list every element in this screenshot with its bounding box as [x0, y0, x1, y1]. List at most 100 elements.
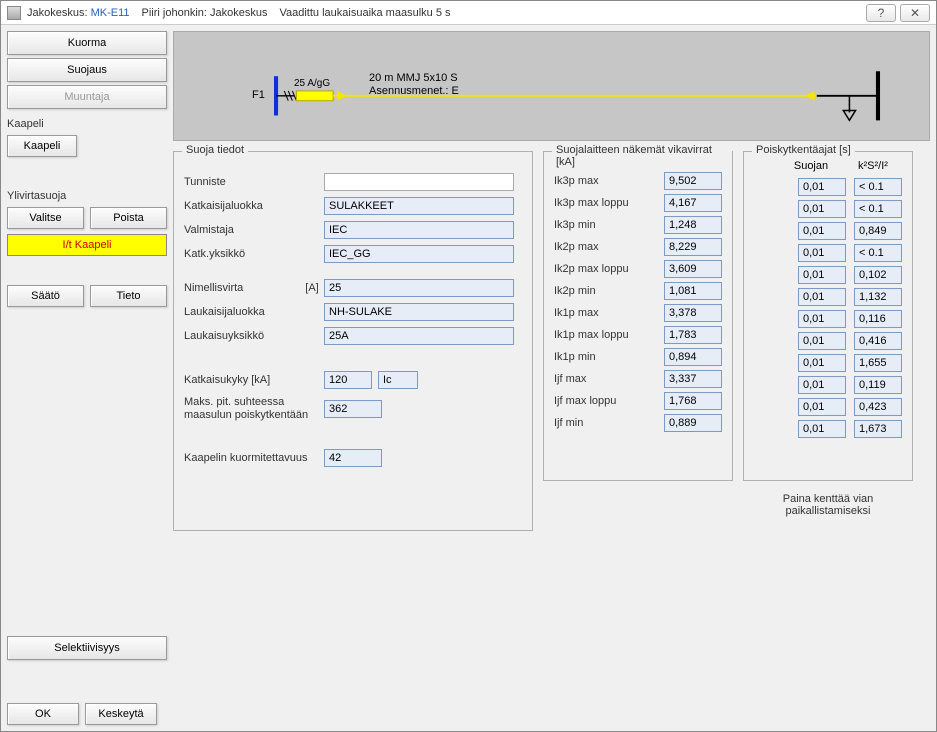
titlebar: Jakokeskus: MK-E11 Piiri johonkin: Jakok… — [1, 1, 936, 25]
time-row-suojan[interactable]: 0,01 — [798, 266, 846, 284]
fault-row: Ik3p max9,502 — [554, 170, 722, 192]
time-row-suojan[interactable]: 0,01 — [798, 354, 846, 372]
fault-row-label: Ik1p min — [554, 351, 664, 363]
trip-times-panel: Poiskytkentäajat [s] Suojan k²S²/I² 0,01… — [743, 151, 913, 481]
time-row-ks[interactable]: < 0.1 — [854, 178, 902, 196]
katkluokka-field[interactable]: SULAKKEET — [324, 197, 514, 215]
valmistaja-field[interactable]: IEC — [324, 221, 514, 239]
kaapeli-button[interactable]: Kaapeli — [7, 135, 77, 157]
time-row-suojan[interactable]: 0,01 — [798, 244, 846, 262]
nimellis-label: Nimellisvirta — [184, 282, 300, 294]
fault-currents-title: Suojalaitteen näkemät vikavirrat [kA] — [552, 144, 732, 168]
time-row: 0,01 0,102 — [754, 264, 902, 286]
tunniste-input[interactable] — [324, 173, 514, 191]
app-icon — [7, 6, 21, 20]
close-button[interactable]: ✕ — [900, 4, 930, 22]
fault-row-value[interactable]: 3,609 — [664, 260, 722, 278]
fault-row-value[interactable]: 1,768 — [664, 392, 722, 410]
time-row: 0,01 < 0.1 — [754, 198, 902, 220]
fault-row-label: Ik2p max — [554, 241, 664, 253]
title-seg-2: Piiri johonkin: Jakokeskus — [142, 7, 268, 19]
fault-row: Ijf max loppu1,768 — [554, 390, 722, 412]
makspit-label: Maks. pit. suhteessa maasulun poiskytken… — [184, 396, 324, 422]
time-row-suojan[interactable]: 0,01 — [798, 376, 846, 394]
time-row: 0,01 0,423 — [754, 396, 902, 418]
time-row-ks[interactable]: < 0.1 — [854, 244, 902, 262]
time-row-ks[interactable]: 0,849 — [854, 222, 902, 240]
fault-row-value[interactable]: 0,889 — [664, 414, 722, 432]
time-row: 0,01 0,416 — [754, 330, 902, 352]
katkkyky-type-field[interactable]: Ic — [378, 371, 418, 389]
help-button[interactable]: ? — [866, 4, 896, 22]
time-row-suojan[interactable]: 0,01 — [798, 332, 846, 350]
fault-row-value[interactable]: 1,248 — [664, 216, 722, 234]
nimellis-field[interactable]: 25 — [324, 279, 514, 297]
fault-row: Ik3p max loppu4,167 — [554, 192, 722, 214]
fault-row-value[interactable]: 1,081 — [664, 282, 722, 300]
fault-row-value[interactable]: 4,167 — [664, 194, 722, 212]
fault-row-label: Ik2p min — [554, 285, 664, 297]
laukyks-field[interactable]: 25A — [324, 327, 514, 345]
tieto-button[interactable]: Tieto — [90, 285, 167, 307]
time-row: 0,01 1,655 — [754, 352, 902, 374]
time-row-ks[interactable]: 0,116 — [854, 310, 902, 328]
time-row-ks[interactable]: 0,119 — [854, 376, 902, 394]
cancel-button[interactable]: Keskeytä — [85, 703, 157, 725]
laukluokka-field[interactable]: NH-SULAKE — [324, 303, 514, 321]
time-row-suojan[interactable]: 0,01 — [798, 200, 846, 218]
time-row-ks[interactable]: 1,655 — [854, 354, 902, 372]
time-row-ks[interactable]: 1,673 — [854, 420, 902, 438]
ok-button[interactable]: OK — [7, 703, 79, 725]
fault-row-value[interactable]: 8,229 — [664, 238, 722, 256]
makspit-field[interactable]: 362 — [324, 400, 382, 418]
time-row-suojan[interactable]: 0,01 — [798, 310, 846, 328]
fault-row-value[interactable]: 0,894 — [664, 348, 722, 366]
time-row-ks[interactable]: < 0.1 — [854, 200, 902, 218]
it-kaapeli-highlight[interactable]: I/t Kaapeli — [7, 234, 167, 256]
title-seg-2-value: Jakokeskus — [210, 7, 267, 19]
fault-row-label: Ijf min — [554, 417, 664, 429]
time-row: 0,01 1,132 — [754, 286, 902, 308]
fault-row-value[interactable]: 3,337 — [664, 370, 722, 388]
fault-row-value[interactable]: 1,783 — [664, 326, 722, 344]
fault-row: Ik1p max3,378 — [554, 302, 722, 324]
fault-row: Ik1p min0,894 — [554, 346, 722, 368]
fault-row-label: Ik1p max loppu — [554, 329, 664, 341]
time-row: 0,01 0,116 — [754, 308, 902, 330]
fault-row-value[interactable]: 9,502 — [664, 172, 722, 190]
suojaus-button[interactable]: Suojaus — [7, 58, 167, 82]
time-row-suojan[interactable]: 0,01 — [798, 222, 846, 240]
fault-row-label: Ijf max loppu — [554, 395, 664, 407]
time-row-suojan[interactable]: 0,01 — [798, 178, 846, 196]
kuorma-button[interactable]: Kuorma — [7, 31, 167, 55]
time-row-suojan[interactable]: 0,01 — [798, 420, 846, 438]
kaapkuorm-field[interactable]: 42 — [324, 449, 382, 467]
katkkyky-field[interactable]: 120 — [324, 371, 372, 389]
valmistaja-label: Valmistaja — [184, 224, 324, 236]
poista-button[interactable]: Poista — [90, 207, 167, 229]
title-seg-3: Vaadittu laukaisuaika maasulku 5 s — [279, 7, 450, 19]
fault-row-value[interactable]: 3,378 — [664, 304, 722, 322]
saato-button[interactable]: Säätö — [7, 285, 84, 307]
time-row-ks[interactable]: 0,423 — [854, 398, 902, 416]
trip-times-title: Poiskytkentäajat [s] — [752, 144, 855, 156]
valitse-button[interactable]: Valitse — [7, 207, 84, 229]
fault-row: Ik1p max loppu1,783 — [554, 324, 722, 346]
time-row: 0,01 0,849 — [754, 220, 902, 242]
time-row: 0,01 0,119 — [754, 374, 902, 396]
diagram-install-label: Asennusmenet.: E — [369, 85, 459, 97]
fault-row-label: Ik3p min — [554, 219, 664, 231]
fault-row: Ijf min0,889 — [554, 412, 722, 434]
fault-row-label: Ijf max — [554, 373, 664, 385]
muuntaja-button[interactable]: Muuntaja — [7, 85, 167, 109]
time-row-suojan[interactable]: 0,01 — [798, 288, 846, 306]
selektiivisyys-button[interactable]: Selektiivisyys — [7, 636, 167, 660]
time-row-ks[interactable]: 0,416 — [854, 332, 902, 350]
katkyks-field[interactable]: IEC_GG — [324, 245, 514, 263]
time-row-ks[interactable]: 1,132 — [854, 288, 902, 306]
fault-row: Ik3p min1,248 — [554, 214, 722, 236]
fault-row-label: Ik3p max loppu — [554, 197, 664, 209]
time-row-ks[interactable]: 0,102 — [854, 266, 902, 284]
time-row-suojan[interactable]: 0,01 — [798, 398, 846, 416]
title-seg-2-label: Piiri johonkin: — [142, 7, 207, 19]
